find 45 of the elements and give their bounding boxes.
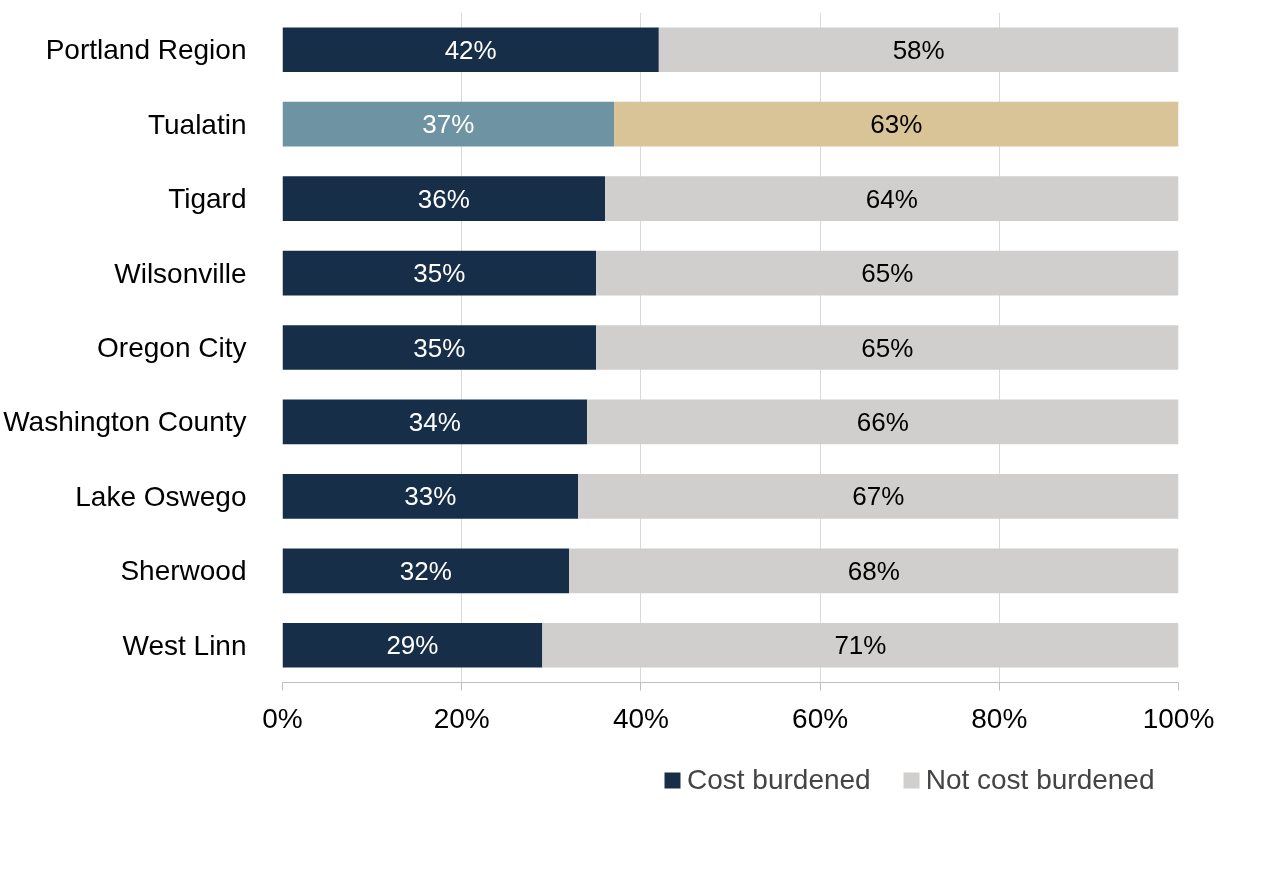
y-tick-label: Lake Oswego [75,480,247,512]
data-label: 71% [834,630,887,661]
bar [282,399,588,445]
data-label: 68% [847,555,900,586]
data-label: 58% [892,34,945,65]
bar [282,474,579,519]
bar [282,176,606,221]
bar [614,101,1179,147]
data-label: 67% [852,481,905,512]
x-tick-label: 0% [262,702,303,734]
y-tick-label: Oregon City [97,332,247,363]
x-tick-label: 40% [612,702,669,734]
data-label: 63% [870,109,923,140]
data-label: 29% [386,630,439,661]
y-tick-label: Wilsonville [114,257,247,289]
x-tick-label: 60% [792,702,849,734]
data-label: 64% [865,183,918,214]
y-tick-label: Tualatin [147,108,247,140]
x-tick-label: 100% [1142,702,1215,734]
x-tick-label: 80% [971,702,1028,734]
bar [282,325,597,370]
data-label: 35% [413,258,466,289]
y-tick-label: Tigard [168,183,247,215]
y-tick-label: Sherwood [120,555,247,587]
y-tick-label: Washington County [3,406,247,438]
data-label: 42% [444,34,497,65]
bar [282,250,597,296]
data-label: 33% [404,481,457,512]
legend-label: Cost burdened [687,764,871,796]
data-label: 65% [861,332,914,363]
y-tick-label: Portland Region [45,34,247,66]
data-label: 65% [861,258,914,289]
y-tick-label: West Linn [122,629,247,661]
data-label: 66% [856,406,909,437]
bar [282,548,570,594]
bar [282,101,615,147]
data-label: 35% [413,332,466,363]
data-label: 32% [399,555,452,586]
data-label: 34% [408,406,461,437]
bar [282,27,659,73]
data-label: 37% [422,109,475,140]
bar [282,622,543,668]
x-tick-label: 20% [433,702,490,734]
legend-label: Not cost burdened [925,764,1155,796]
data-label: 36% [417,183,470,214]
